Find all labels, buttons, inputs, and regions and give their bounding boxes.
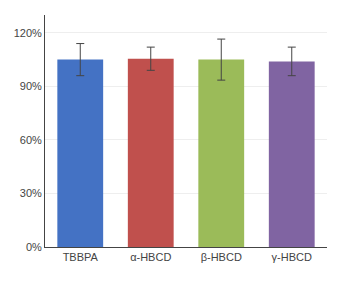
svg-text:0%: 0% xyxy=(26,241,42,253)
svg-text:60%: 60% xyxy=(20,134,42,146)
svg-text:120%: 120% xyxy=(14,27,42,39)
svg-text:γ-HBCD: γ-HBCD xyxy=(272,251,312,263)
svg-text:α-HBCD: α-HBCD xyxy=(130,251,171,263)
svg-text:90%: 90% xyxy=(20,80,42,92)
svg-text:30%: 30% xyxy=(20,187,42,199)
svg-text:β-HBCD: β-HBCD xyxy=(201,251,242,263)
svg-text:TBBPA: TBBPA xyxy=(63,251,99,263)
